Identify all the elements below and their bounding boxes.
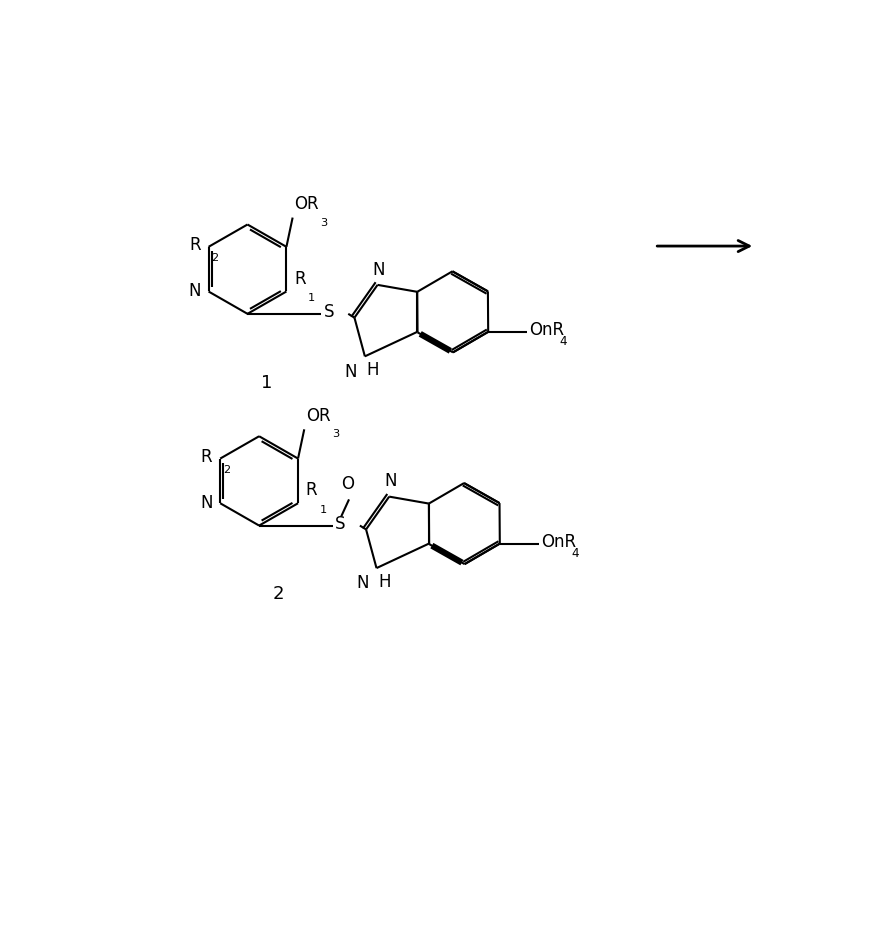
Text: H: H <box>377 573 390 590</box>
Text: S: S <box>323 304 333 321</box>
Text: S: S <box>334 515 345 533</box>
Text: R: R <box>306 481 317 500</box>
Text: 4: 4 <box>559 335 566 348</box>
Text: N: N <box>344 362 357 380</box>
Text: 4: 4 <box>570 546 578 559</box>
Text: 1: 1 <box>319 504 326 515</box>
Text: O: O <box>341 475 354 493</box>
Text: N: N <box>356 574 368 592</box>
Text: 2: 2 <box>212 253 218 263</box>
Text: OR: OR <box>294 195 318 213</box>
Text: N: N <box>199 494 212 512</box>
Text: 1: 1 <box>308 293 315 303</box>
Text: H: H <box>366 361 378 379</box>
Text: 1: 1 <box>261 375 273 392</box>
Text: N: N <box>384 473 397 490</box>
Text: R: R <box>294 270 306 288</box>
Text: R: R <box>200 448 212 466</box>
Text: 2: 2 <box>273 585 284 603</box>
Text: 3: 3 <box>332 430 339 439</box>
Text: OnR: OnR <box>528 321 564 339</box>
Text: 2: 2 <box>223 465 230 474</box>
Text: N: N <box>188 282 200 301</box>
Text: OR: OR <box>306 406 330 425</box>
Text: N: N <box>373 261 385 278</box>
Text: OnR: OnR <box>540 533 576 551</box>
Text: R: R <box>189 236 200 254</box>
Text: 3: 3 <box>320 218 327 228</box>
